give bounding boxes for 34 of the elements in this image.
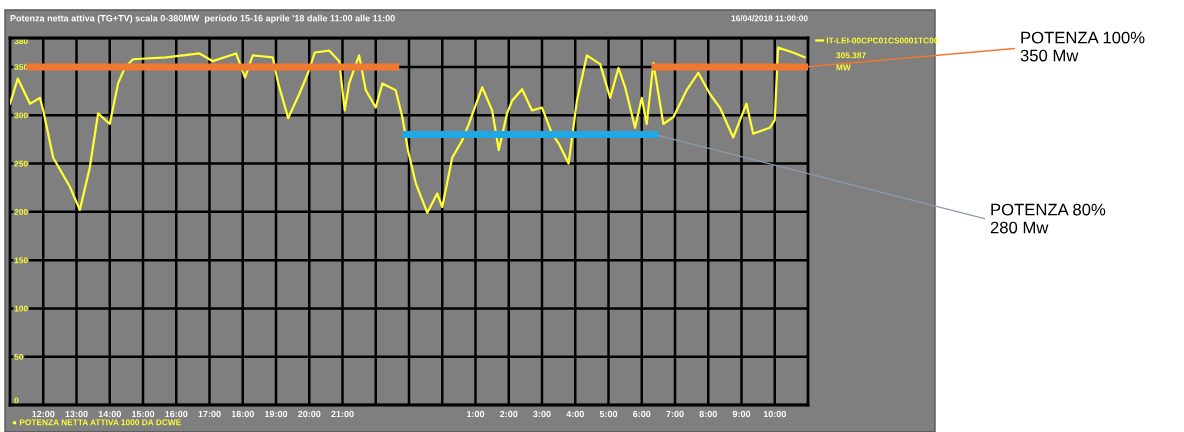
x-tick-label: 8:00: [699, 410, 717, 418]
x-tick-label: 5:00: [599, 410, 618, 418]
y-tick-label: 0: [14, 397, 19, 404]
x-tick-label: 21:00: [331, 410, 354, 418]
x-tick-label: 19:00: [265, 410, 288, 418]
x-tick-label: 9:00: [732, 410, 751, 418]
text: 16/04/2018 11:00:00: [731, 15, 808, 22]
x-tick-label: 20:00: [298, 410, 321, 418]
y-tick-label: 150: [14, 257, 28, 264]
text: 305.387: [836, 52, 866, 59]
x-tick-label: 16:00: [165, 410, 188, 418]
chart-title: Potenza netta attiva (TG+TV) scala 0-380MW periodo 15-16 aprile '18 dalle 11:00 alle 11:00: [10, 14, 395, 24]
x-tick-label: 14:00: [98, 410, 121, 418]
y-tick-label: 100: [14, 305, 28, 312]
x-tick-label: 7:00: [666, 410, 684, 418]
y-tick-label: 50: [14, 353, 24, 360]
text: MW: [836, 64, 851, 71]
x-tick-label: 2:00: [500, 410, 518, 418]
x-tick-label: 3:00: [533, 410, 551, 418]
y-tick-label: 250: [14, 160, 28, 167]
x-tick-label: 18:00: [231, 410, 254, 418]
annotation: POTENZA 80% 280 Mw: [990, 203, 1106, 234]
annotation: POTENZA 100% 350 Mw: [1020, 31, 1145, 62]
x-tick-label: 10:00: [763, 410, 786, 418]
x-tick-label: 1:00: [467, 410, 485, 418]
x-tick-label: 12:00: [32, 410, 55, 418]
x-tick-label: 13:00: [65, 410, 88, 418]
y-tick-label: 200: [14, 209, 28, 215]
x-tick-label: 4:00: [566, 410, 584, 418]
y-tick-label: 300: [14, 112, 28, 119]
x-tick-label: 17:00: [198, 410, 221, 418]
x-tick-label: 6:00: [633, 410, 651, 418]
text: ● POTENZA NETTA ATTIVA 1000 DA DCWE: [12, 419, 181, 426]
x-tick-label: 15:00: [132, 410, 155, 418]
